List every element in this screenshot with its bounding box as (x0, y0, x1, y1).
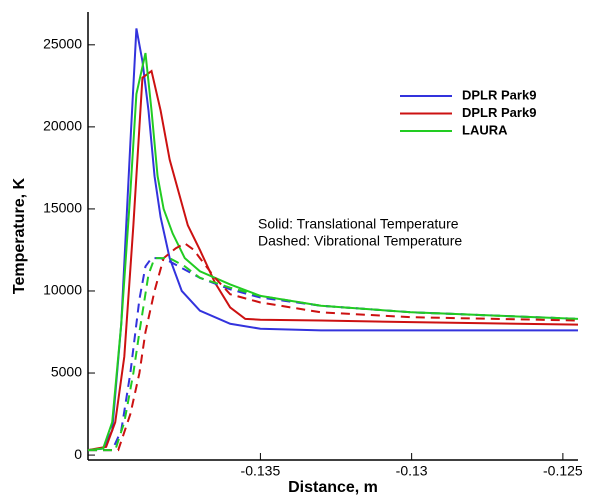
y-axis-title: Temperature, K (11, 177, 28, 294)
legend-label: DPLR Park9 (462, 87, 536, 102)
x-tick-label: -0.125 (543, 463, 583, 479)
line (88, 257, 579, 452)
y-tick-label: 20000 (43, 118, 82, 134)
y-tick-label: 0 (74, 446, 82, 462)
y-tick-label: 10000 (43, 282, 82, 298)
legend-label: LAURA (462, 122, 508, 137)
line (88, 257, 579, 452)
y-tick-label: 15000 (43, 200, 82, 216)
x-tick-label: -0.135 (241, 463, 281, 479)
line (88, 242, 579, 452)
x-axis-title: Distance, m (288, 479, 378, 496)
legend-label: DPLR Park9 (462, 105, 536, 120)
x-tick-label: -0.13 (396, 463, 428, 479)
y-tick-label: 5000 (51, 364, 82, 380)
annotation: Dashed: Vibrational Temperature (258, 233, 462, 249)
annotation: Solid: Translational Temperature (258, 216, 459, 232)
y-tick-label: 25000 (43, 36, 82, 52)
line (87, 69, 579, 452)
